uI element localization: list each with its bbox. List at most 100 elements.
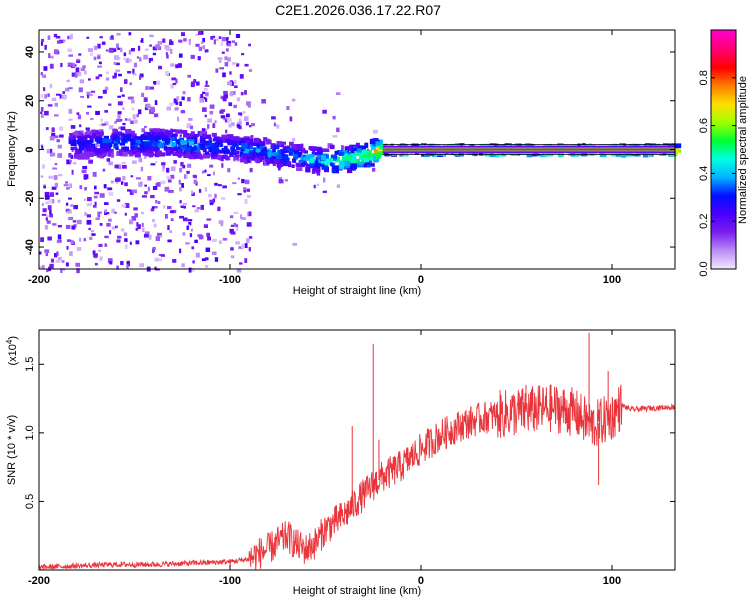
colorbar-stripe [711, 65, 736, 69]
spectrogram-cell [114, 120, 117, 124]
spectrogram-cell [88, 227, 91, 231]
spectrogram-cell [222, 96, 227, 102]
spectrogram-cell [273, 145, 279, 150]
spectrogram-cell [147, 176, 152, 181]
spectrogram-cell [184, 174, 186, 179]
spectrogram-cell [188, 118, 193, 121]
spectrogram-cell [218, 220, 224, 224]
spectrogram-cell [51, 132, 56, 137]
spectrogram-cell [41, 264, 45, 269]
spectrogram-cell [98, 61, 102, 65]
spectrogram-cell [50, 152, 56, 157]
spectrogram-cell [243, 148, 250, 153]
spectrogram-cell [331, 167, 337, 173]
colorbar-stripe [711, 229, 736, 232]
spectrogram-cell [286, 106, 290, 110]
spectrogram-cell [97, 137, 103, 144]
spectrogram-cell [240, 92, 244, 96]
spectrogram-cell [209, 164, 214, 168]
spectrogram-cell [196, 207, 201, 210]
spectrogram-cell [244, 63, 249, 67]
spectrogram-cell [626, 150, 633, 157]
spectrogram-cell [311, 154, 315, 159]
spectrogram-x-ticks: -200 -100 0 100 [28, 30, 621, 286]
spectrogram-cell [159, 235, 163, 238]
spectrogram-cell [296, 163, 304, 168]
spectrogram-cell [106, 158, 111, 162]
spectrogram-cell [91, 151, 98, 156]
spectrogram-cell [248, 69, 253, 72]
spectrogram-cell [194, 209, 199, 213]
spectrogram-cell [106, 138, 112, 143]
spectrogram-cell [220, 115, 226, 119]
spectrogram-cell [127, 71, 131, 74]
spectrogram-cell [258, 147, 265, 151]
spectrogram-cell [108, 191, 114, 196]
spectrogram-cell [190, 83, 195, 88]
spectrogram-cell [132, 114, 136, 120]
spectrogram-cell [217, 154, 222, 160]
spectrogram-cell [200, 41, 204, 44]
spectrogram-cell [54, 182, 58, 188]
spectrogram-cell [472, 151, 478, 156]
spectrogram-cell [149, 86, 155, 90]
spectrogram-cell [117, 235, 122, 239]
spectrogram-cell [117, 101, 123, 106]
spectrogram-cell [41, 203, 44, 207]
spectrogram-cell [66, 187, 70, 190]
spectrogram-cell [145, 132, 152, 138]
spectrogram-cell [238, 118, 242, 124]
spectrogram-cell [50, 258, 55, 263]
spectrogram-cell [85, 131, 93, 136]
spectrogram-cell [84, 70, 87, 75]
spectrogram-cell [204, 169, 207, 173]
snr-panel: -200 -100 0 100 0.5 1.0 1.5 Height of straigh… [5, 329, 676, 597]
colorbar-stripe [711, 259, 736, 262]
spectrogram-cell [65, 87, 70, 92]
spectrogram-cell [56, 139, 60, 143]
spectrogram-cell [164, 186, 170, 192]
spectrogram-cell [63, 95, 66, 100]
spectrogram-cell [147, 186, 150, 192]
colorbar-stripe [711, 247, 736, 250]
spectrogram-cell [363, 163, 367, 168]
snr-y-ticks: 0.5 1.0 1.5 [24, 357, 675, 509]
spectrogram-cell [248, 139, 254, 143]
spectrogram-cell [78, 140, 85, 146]
spectrogram-cell [165, 214, 168, 219]
spectrogram-cell [51, 186, 57, 190]
spectrogram-cell [182, 232, 186, 236]
spectrogram-cell [221, 197, 226, 200]
spectrogram-cell [131, 48, 135, 52]
spectrogram-cell [202, 107, 207, 112]
spectrogram-cell [120, 228, 125, 232]
spectrogram-cell [202, 133, 207, 138]
spectrogram-cell [294, 150, 298, 154]
spectrogram-cell [214, 182, 218, 186]
spectrogram-cell [47, 93, 50, 97]
colorbar-stripe [711, 169, 736, 173]
spectrogram-cell [311, 169, 316, 174]
y-tick-label: 1.5 [24, 357, 36, 372]
spectrogram-cell [83, 136, 88, 142]
spectrogram-cell [245, 121, 249, 126]
spectrogram-cell [117, 114, 121, 119]
spectrogram-cell [216, 139, 223, 144]
spectrogram-cell [120, 261, 124, 266]
spectrogram-cell [230, 146, 235, 151]
spectrogram-cell [228, 102, 233, 107]
spectrogram-cell [192, 205, 196, 208]
spectrogram-cells [39, 31, 682, 274]
spectrogram-cell [237, 177, 240, 180]
colorbar-stripe [711, 223, 736, 226]
spectrogram-cell [403, 150, 409, 157]
spectrogram-cell [77, 72, 82, 77]
spectrogram-cell [291, 98, 296, 102]
spectrogram-cell [124, 79, 128, 84]
spectrogram-cell [193, 179, 197, 184]
spectrogram-cell [282, 155, 287, 162]
spectrogram-cell [108, 161, 113, 166]
snr-scale-exp: 4 [5, 339, 14, 344]
spectrogram-cell [71, 225, 76, 230]
spectrogram-cell [350, 147, 358, 154]
